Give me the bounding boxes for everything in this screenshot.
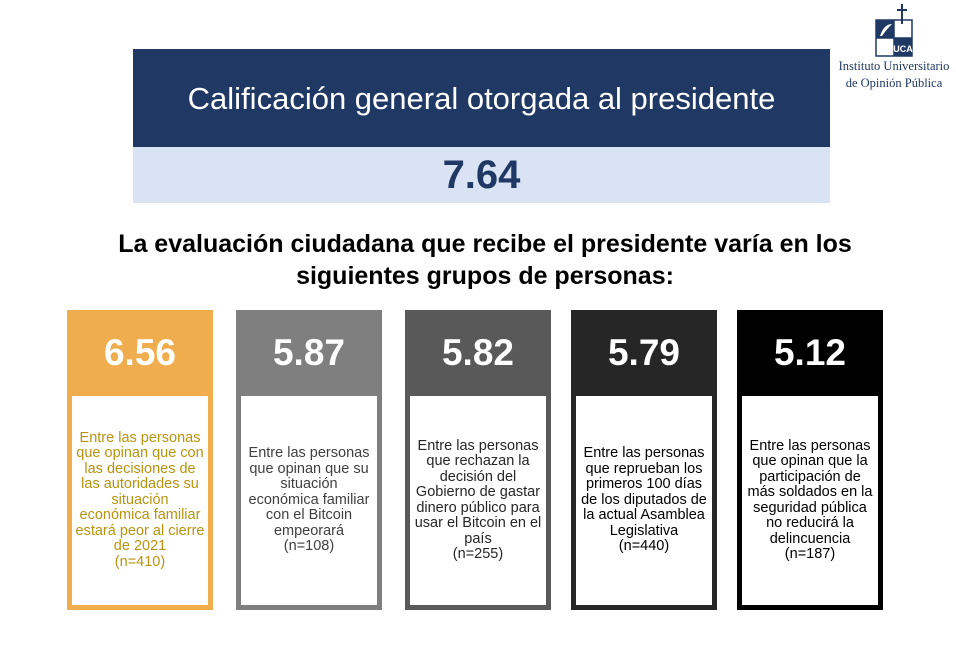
group-description: Entre las personas que rechazan la decis… <box>414 437 542 547</box>
group-description: Entre las personas que opinan que la par… <box>747 437 873 547</box>
group-description: Entre las personas que reprueban los pri… <box>581 445 707 539</box>
group-sample-size: (n=187) <box>784 546 836 562</box>
uca-logo-icon: UCA <box>875 4 913 57</box>
logo-line-2: de Opinión Pública <box>845 76 943 90</box>
group-sample-size: (n=410) <box>114 553 166 570</box>
group-card: 5.82 Entre las personas que rechazan la … <box>405 310 551 610</box>
group-description-box: Entre las personas que reprueban los pri… <box>576 396 712 605</box>
logo-line-1: Instituto Universitario <box>838 59 950 73</box>
svg-text:UCA: UCA <box>893 44 913 54</box>
group-card: 6.56 Entre las personas que opinan que c… <box>67 310 213 610</box>
overall-score: 7.64 <box>133 147 830 203</box>
group-score: 6.56 <box>103 332 176 373</box>
group-description: Entre las personas que opinan que su sit… <box>248 445 370 539</box>
group-card: 5.12 Entre las personas que opinan que l… <box>737 310 883 610</box>
subtitle: La evaluación ciudadana que recibe el pr… <box>118 230 852 290</box>
group-score: 5.12 <box>773 332 846 373</box>
group-card: 5.87 Entre las personas que opinan que s… <box>236 310 382 610</box>
group-description: Entre las personas que opinan que con la… <box>75 429 205 555</box>
group-sample-size: (n=255) <box>452 546 504 562</box>
group-card: 5.79 Entre las personas que reprueban lo… <box>571 310 717 610</box>
group-score: 5.87 <box>272 332 345 373</box>
group-sample-size: (n=440) <box>618 538 670 555</box>
group-score: 5.79 <box>607 332 680 373</box>
group-score: 5.82 <box>441 332 514 373</box>
group-description-box: Entre las personas que opinan que la par… <box>742 396 878 605</box>
logo: UCA Instituto Universitario de Opinión P… <box>836 4 952 92</box>
group-description-box: Entre las personas que opinan que con la… <box>72 396 208 605</box>
group-description-box: Entre las personas que rechazan la decis… <box>410 396 546 605</box>
header-title: Calificación general otorgada al preside… <box>133 49 830 147</box>
group-sample-size: (n=108) <box>283 538 335 555</box>
group-description-box: Entre las personas que opinan que su sit… <box>241 396 377 605</box>
